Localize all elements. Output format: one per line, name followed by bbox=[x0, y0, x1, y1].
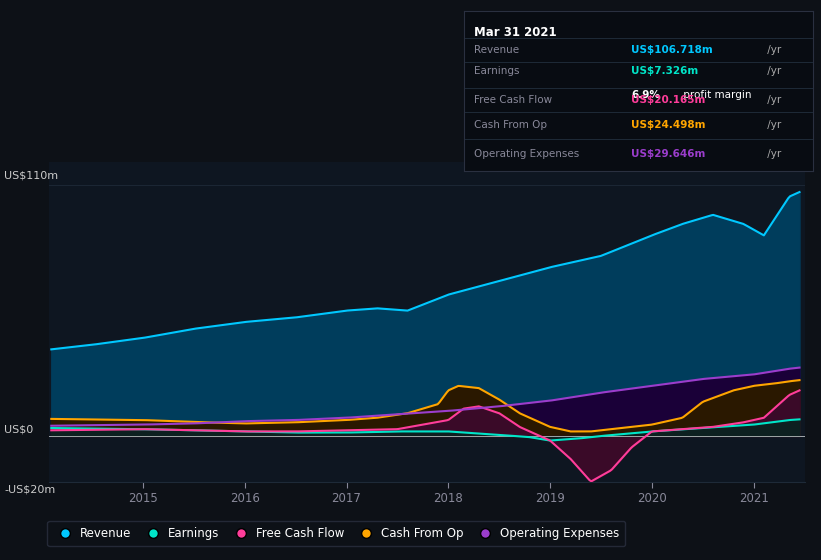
Text: /yr: /yr bbox=[764, 120, 782, 130]
Text: US$20.165m: US$20.165m bbox=[631, 95, 706, 105]
Text: US$24.498m: US$24.498m bbox=[631, 120, 706, 130]
Text: US$29.646m: US$29.646m bbox=[631, 149, 706, 159]
Text: Revenue: Revenue bbox=[475, 45, 520, 55]
Text: Earnings: Earnings bbox=[475, 66, 520, 76]
Text: /yr: /yr bbox=[764, 45, 782, 55]
Text: Free Cash Flow: Free Cash Flow bbox=[475, 95, 553, 105]
Text: Operating Expenses: Operating Expenses bbox=[475, 149, 580, 159]
Text: /yr: /yr bbox=[764, 95, 782, 105]
Text: Cash From Op: Cash From Op bbox=[475, 120, 548, 130]
Text: US$0: US$0 bbox=[4, 424, 34, 435]
Text: US$106.718m: US$106.718m bbox=[631, 45, 713, 55]
Text: US$110m: US$110m bbox=[4, 171, 58, 181]
Text: Mar 31 2021: Mar 31 2021 bbox=[475, 26, 557, 39]
Text: /yr: /yr bbox=[764, 149, 782, 159]
Text: 6.9%: 6.9% bbox=[631, 90, 660, 100]
Text: /yr: /yr bbox=[764, 66, 782, 76]
Text: -US$20m: -US$20m bbox=[4, 484, 55, 494]
Text: profit margin: profit margin bbox=[680, 90, 752, 100]
Legend: Revenue, Earnings, Free Cash Flow, Cash From Op, Operating Expenses: Revenue, Earnings, Free Cash Flow, Cash … bbox=[47, 521, 626, 546]
Text: US$7.326m: US$7.326m bbox=[631, 66, 699, 76]
